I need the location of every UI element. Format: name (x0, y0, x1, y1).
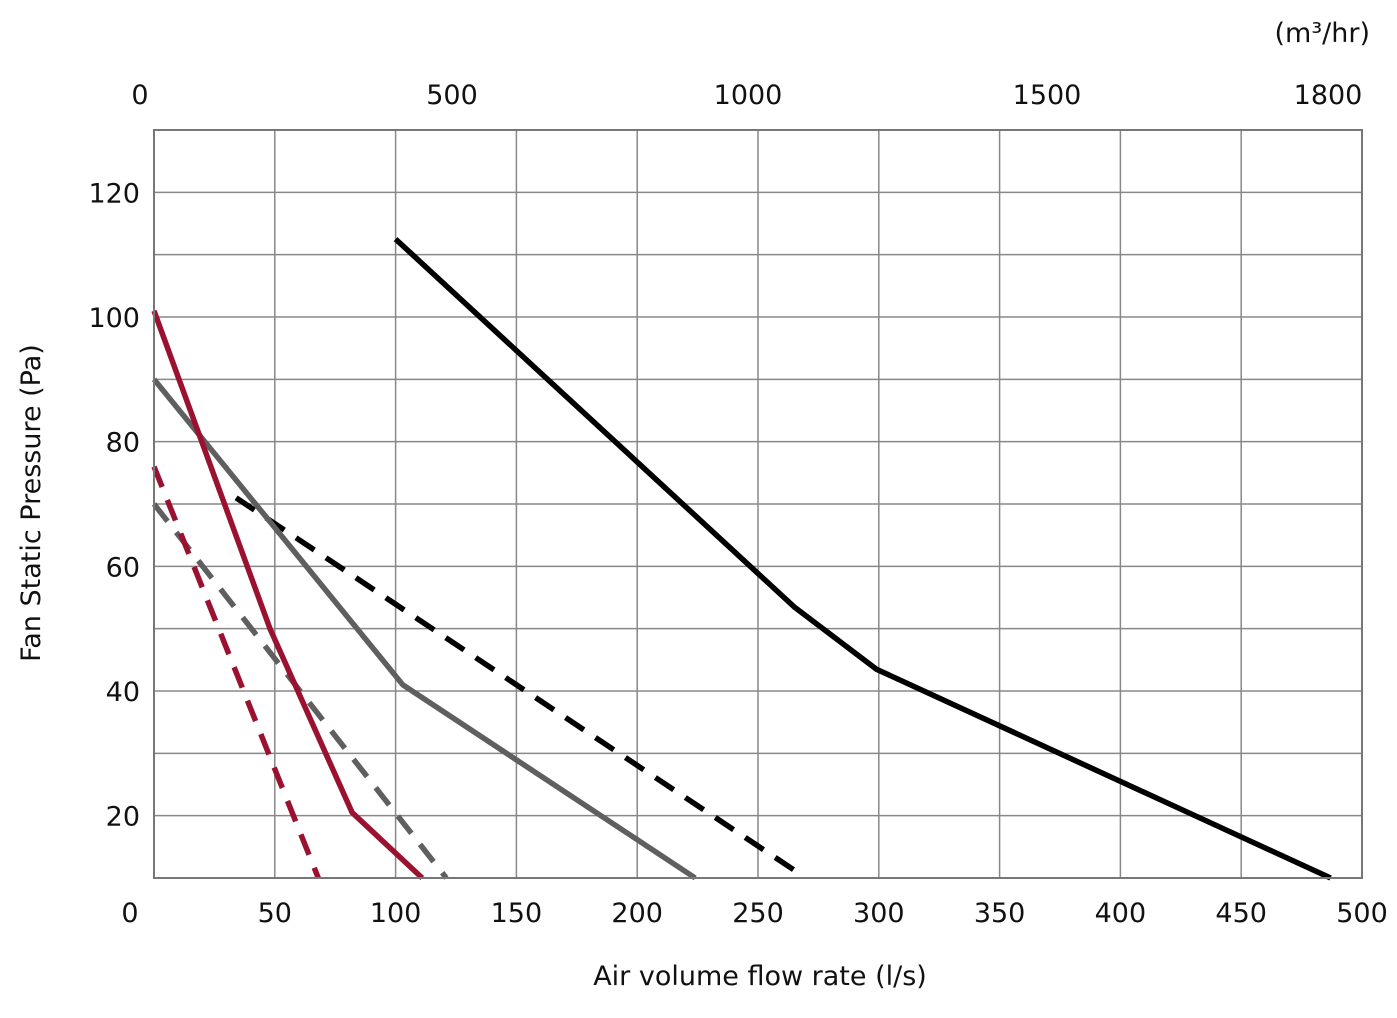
series-line-2 (151, 377, 697, 881)
y-tick-label: 20 (106, 802, 140, 833)
x-tick-label: 100 (370, 898, 422, 929)
series-line-5 (151, 465, 321, 880)
y-tick-label: 40 (106, 677, 140, 708)
tick-labels: 0 50 100 150 200 250 300 350 400 450 500 20 40 60 80 10… (88, 80, 1387, 929)
series-line-0 (393, 237, 1332, 881)
y-tick-label: 60 (106, 552, 140, 583)
grid (154, 130, 1362, 878)
top-tick-label: 1000 (714, 80, 783, 111)
series-group (151, 237, 1332, 881)
y-tick-label: 80 (106, 428, 140, 459)
x-tick-label: 200 (611, 898, 663, 929)
y-tick-label: 100 (88, 303, 140, 334)
y-tick-label: 120 (88, 178, 140, 209)
x-tick-label: 50 (258, 898, 292, 929)
x-tick-label: 250 (732, 898, 784, 929)
y-axis-label: Fan Static Pressure (Pa) (16, 344, 47, 662)
x-tick-label: 350 (974, 898, 1026, 929)
plot-border (153, 129, 1363, 879)
series-line-4 (151, 309, 425, 881)
top-axis-unit: (m³/hr) (1274, 18, 1370, 49)
x-tick-label: 300 (853, 898, 905, 929)
x-axis-label: Air volume flow rate (l/s) (593, 961, 927, 992)
top-tick-label: 1800 (1294, 80, 1363, 111)
x-tick-label: 450 (1215, 898, 1267, 929)
top-tick-label: 1500 (1013, 80, 1082, 111)
top-tick-label: 500 (426, 80, 478, 111)
x-tick-label: 0 (121, 898, 138, 929)
x-tick-label: 150 (491, 898, 543, 929)
x-tick-label: 400 (1095, 898, 1147, 929)
series-line-1 (234, 495, 799, 875)
top-tick-label: 0 (131, 80, 148, 111)
x-tick-label: 500 (1336, 898, 1388, 929)
